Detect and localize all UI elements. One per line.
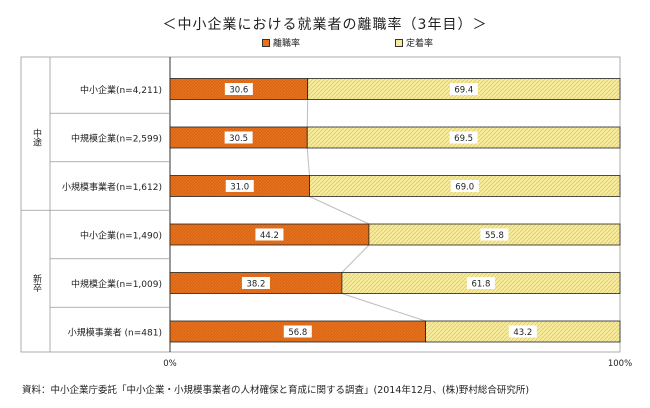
legend-item-series-1: 定着率 xyxy=(395,36,433,49)
category-label: 中規模企業(n=2,599) xyxy=(71,133,162,145)
series-connector-line xyxy=(306,147,310,176)
data-label: 56.8 xyxy=(288,328,307,338)
series-connector-line xyxy=(309,196,370,225)
series-connector-line xyxy=(341,293,426,322)
source-note: 資料：中小企業庁委託「中小企業・小規模事業者の人材確保と育成に関する調査」(20… xyxy=(22,385,530,396)
category-label: 中小企業(n=1,490) xyxy=(80,230,162,242)
legend-item-series-0: 離職率 xyxy=(262,36,300,49)
category-label: 小規模事業者 (n=481) xyxy=(68,327,162,339)
data-label: 55.8 xyxy=(485,231,504,241)
data-label: 38.2 xyxy=(246,280,265,290)
category-label: 小規模事業者(n=1,612) xyxy=(62,181,162,193)
chart-title: ＜中小企業における就業者の離職率（3年目）＞ xyxy=(162,17,488,33)
data-label-background xyxy=(450,180,479,192)
data-label-background xyxy=(224,83,253,95)
legend: 離職率 定着率 xyxy=(0,36,650,50)
legend-label-series-1: 定着率 xyxy=(406,39,434,49)
data-label: 61.8 xyxy=(471,280,490,290)
series-connector-line xyxy=(341,244,370,273)
legend-swatch-series-1 xyxy=(395,38,403,47)
x-tick-label: 0% xyxy=(163,359,177,369)
data-label: 44.2 xyxy=(260,231,279,241)
data-label-background xyxy=(283,325,312,338)
legend-label-series-0: 離職率 xyxy=(273,39,301,49)
plot-frame xyxy=(20,56,621,353)
category-label: 中規模企業(n=1,009) xyxy=(71,278,162,290)
data-label-background xyxy=(224,131,253,144)
category-label: 中小企業(n=4,211) xyxy=(80,84,162,96)
data-label: 30.5 xyxy=(229,134,248,144)
data-label-background xyxy=(449,131,478,144)
data-label: 69.5 xyxy=(454,134,473,144)
data-label-background xyxy=(255,228,284,241)
data-label: 69.4 xyxy=(454,86,473,96)
data-label-background xyxy=(480,228,509,241)
data-label: 69.0 xyxy=(455,183,474,193)
data-label-background xyxy=(508,325,537,338)
data-label-background xyxy=(241,277,270,289)
data-label-background xyxy=(466,277,495,289)
legend-swatch-series-0 xyxy=(262,38,270,47)
x-tick-label: 100% xyxy=(608,359,632,369)
data-label: 43.2 xyxy=(513,328,532,338)
data-label-background xyxy=(449,83,478,95)
group-label: 新卒 xyxy=(31,273,42,293)
group-label: 中途 xyxy=(31,127,42,147)
data-label-background xyxy=(225,180,254,192)
data-label: 31.0 xyxy=(230,183,249,193)
data-label: 30.6 xyxy=(229,86,248,96)
